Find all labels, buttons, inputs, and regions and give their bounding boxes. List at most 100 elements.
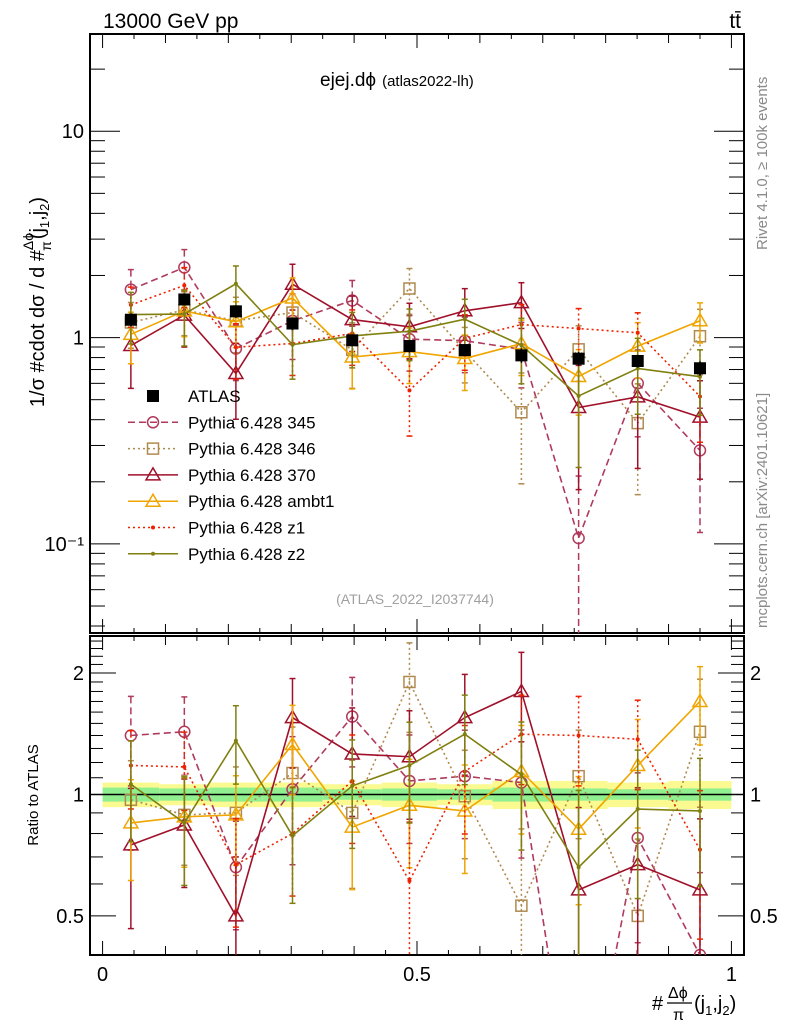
legend-entry: Pythia 6.428 346 bbox=[128, 440, 316, 459]
series-atlas bbox=[124, 293, 706, 376]
data-point bbox=[515, 349, 528, 362]
y-axis-frac-den: π bbox=[38, 241, 54, 251]
data-point bbox=[182, 312, 187, 317]
data-point bbox=[458, 344, 471, 357]
data-point bbox=[456, 350, 474, 365]
side-text-rivet: Rivet 4.1.0, ≥ 100k events bbox=[754, 77, 771, 250]
series-pythia-6-428-z2 bbox=[127, 265, 703, 469]
series-pythia-6-428-z1 bbox=[127, 694, 703, 955]
y-tick-label: 10⁻¹ bbox=[45, 534, 85, 556]
data-point bbox=[513, 294, 530, 309]
data-point bbox=[691, 312, 709, 327]
ratio-series-group bbox=[122, 642, 709, 955]
legend-marker bbox=[151, 525, 155, 530]
data-point bbox=[290, 833, 295, 838]
legend-entry: Pythia 6.428 345 bbox=[128, 413, 316, 432]
y-tick-label-left: 0.5 bbox=[56, 906, 84, 928]
data-point bbox=[233, 738, 238, 743]
data-point bbox=[346, 334, 359, 347]
data-point bbox=[182, 764, 187, 769]
side-text-mcplots: mcplots.cern.ch [arXiv:2401.10621] bbox=[754, 393, 771, 628]
legend-label: Pythia 6.428 370 bbox=[188, 466, 316, 485]
legend-marker bbox=[146, 442, 160, 455]
data-point bbox=[403, 675, 416, 689]
data-point bbox=[697, 808, 702, 813]
y-axis-title-main-text: 1/σ #cdot dσ / d #Δϕ π(j1,j2) bbox=[20, 197, 54, 407]
plot-title-sub: (atlas2022-lh) bbox=[382, 73, 474, 90]
ratio-panel: 0 0.5 1 0.5 0.5 1 1 2 2 bbox=[56, 635, 778, 986]
y-tick-label: 10 bbox=[62, 121, 84, 143]
data-point bbox=[691, 692, 709, 708]
series-line bbox=[130, 733, 701, 883]
y-axis-comma: ,j bbox=[27, 211, 49, 221]
y-tick-label-left: 1 bbox=[73, 784, 84, 806]
x-axis-title-num: Δϕ bbox=[668, 985, 688, 1002]
data-point bbox=[635, 366, 640, 371]
data-point bbox=[572, 352, 585, 365]
main-panel: 10⁻¹ 1 10 bbox=[45, 33, 745, 634]
legend-marker bbox=[151, 551, 155, 556]
x-tick-label: 1 bbox=[726, 964, 737, 986]
legend-label: Pythia 6.428 346 bbox=[188, 440, 316, 459]
data-point bbox=[515, 899, 528, 912]
series-line bbox=[130, 266, 701, 541]
data-point bbox=[182, 820, 187, 825]
series-line bbox=[130, 287, 701, 425]
data-point bbox=[407, 763, 412, 768]
data-point bbox=[576, 733, 581, 738]
data-point bbox=[128, 782, 133, 787]
data-point bbox=[693, 362, 706, 375]
x-axis-title: # Δϕ π (j1,j2) bbox=[652, 985, 736, 1024]
legend-marker bbox=[144, 466, 162, 481]
series-line bbox=[130, 680, 701, 919]
legend-label: Pythia 6.428 z2 bbox=[188, 545, 305, 564]
data-point bbox=[403, 282, 416, 295]
y-axis-sub1: 1 bbox=[37, 221, 52, 228]
legend: ATLAS Pythia 6.428 345 Pythia 6.428 346 Pyt… bbox=[128, 387, 334, 564]
y-axis-close: ) bbox=[27, 197, 49, 204]
data-point bbox=[284, 735, 301, 751]
data-point bbox=[227, 907, 245, 922]
x-tick-label: 0.5 bbox=[403, 964, 431, 986]
legend-label: Pythia 6.428 345 bbox=[188, 413, 316, 432]
x-tick-label: 0 bbox=[97, 964, 108, 986]
x-axis-title-den: π bbox=[673, 1007, 684, 1024]
data-point bbox=[635, 330, 640, 335]
y-tick-label-right: 1 bbox=[750, 784, 761, 806]
legend-label: Pythia 6.428 z1 bbox=[188, 519, 305, 538]
data-point bbox=[407, 388, 412, 393]
data-point bbox=[576, 865, 581, 870]
data-point bbox=[233, 345, 238, 350]
process-label: tt̄ bbox=[729, 10, 741, 33]
y-axis-args: (j bbox=[27, 228, 49, 239]
data-point bbox=[350, 783, 355, 788]
legend-label: ATLAS bbox=[188, 387, 241, 406]
energy-label: 13000 GeV pp bbox=[103, 10, 238, 33]
data-point bbox=[407, 879, 412, 884]
main-frame bbox=[89, 33, 745, 634]
data-point bbox=[697, 374, 702, 379]
data-point bbox=[178, 293, 191, 306]
legend-entry: Pythia 6.428 z2 bbox=[128, 545, 305, 564]
data-point bbox=[462, 732, 467, 737]
data-point bbox=[519, 343, 524, 348]
y-tick-label: 1 bbox=[73, 328, 84, 350]
data-point bbox=[403, 340, 416, 353]
x-axis-title-hash: # bbox=[652, 993, 664, 1015]
y-axis-sub2: 2 bbox=[37, 204, 52, 211]
plot-title-main: ejej.dϕ bbox=[320, 70, 376, 91]
legend-marker bbox=[146, 416, 160, 429]
data-point bbox=[229, 305, 242, 318]
data-point bbox=[519, 772, 524, 777]
analysis-reference: (ATLAS_2022_I2037744) bbox=[336, 591, 494, 607]
legend-entry: Pythia 6.428 ambt1 bbox=[128, 492, 334, 511]
data-point bbox=[233, 281, 238, 286]
y-tick-label-left: 2 bbox=[73, 663, 84, 685]
data-point bbox=[462, 317, 467, 322]
data-point bbox=[635, 737, 640, 742]
legend-label: Pythia 6.428 ambt1 bbox=[188, 492, 334, 511]
data-point bbox=[182, 283, 187, 288]
data-point bbox=[286, 317, 299, 330]
data-point bbox=[635, 807, 640, 812]
